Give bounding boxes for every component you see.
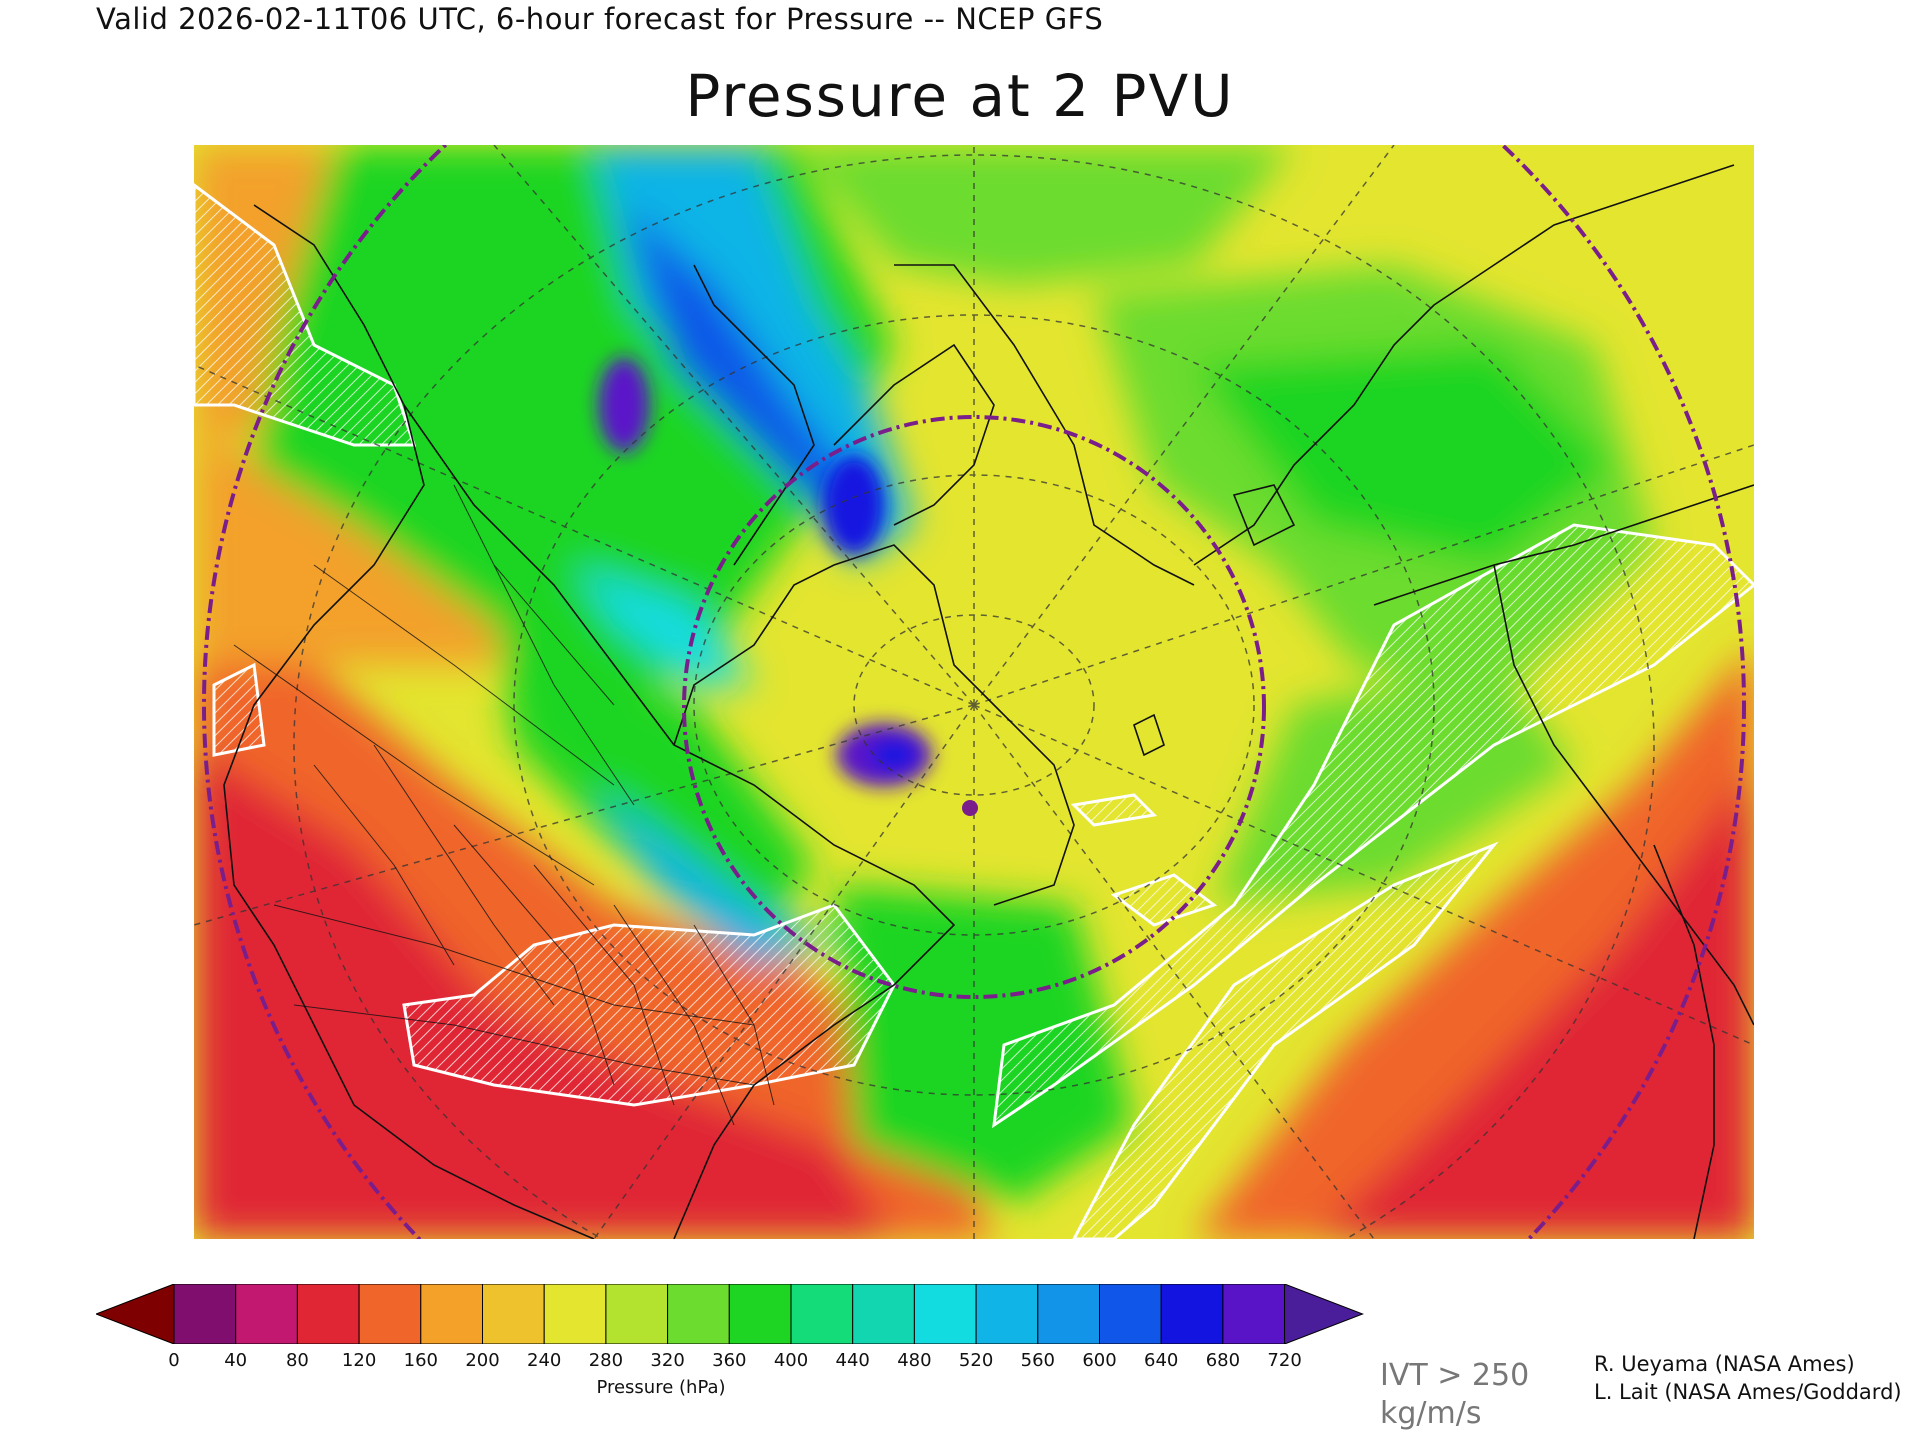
graticule [194, 145, 1754, 1239]
colorbar-under-triangle [96, 1284, 175, 1344]
colorbar-cell [420, 1284, 483, 1344]
colorbar-cell [1037, 1284, 1100, 1344]
marker-point [962, 800, 978, 816]
colorbar-cell [296, 1284, 360, 1344]
colorbar-tick-label: 600 [1082, 1350, 1117, 1371]
colorbar-tick-label: 680 [1205, 1350, 1241, 1371]
colorbar-cell [605, 1284, 669, 1344]
colorbar-tick-label: 160 [403, 1350, 438, 1371]
forecast-valid-line: Valid 2026-02-11T06 UTC, 6-hour forecast… [96, 2, 1104, 36]
colorbar-cell [543, 1284, 607, 1344]
colorbar-tick-label: 440 [835, 1350, 870, 1371]
colorbar-cell [173, 1284, 237, 1344]
pressure-map[interactable] [194, 145, 1754, 1239]
colorbar-tick-label: 720 [1267, 1350, 1302, 1371]
colorbar-cell [667, 1284, 730, 1344]
colorbar-cell [1222, 1284, 1286, 1344]
colorbar-cell [482, 1284, 545, 1344]
pressure-minima [598, 357, 932, 787]
colorbar-cell [913, 1284, 977, 1344]
credit-line-2: L. Lait (NASA Ames/Goddard) [1594, 1380, 1902, 1404]
colorbar-cell [790, 1284, 854, 1344]
colorbar-tick-label: 240 [527, 1350, 562, 1371]
colorbar [96, 1284, 1364, 1344]
colorbar-tick-label: 480 [897, 1350, 932, 1371]
colorbar-cell [1160, 1284, 1224, 1344]
colorbar-tick-label: 640 [1144, 1350, 1179, 1371]
colorbar-cell [235, 1284, 298, 1344]
colorbar-tick-label: 560 [1020, 1350, 1055, 1371]
colorbar-tick-label: 120 [341, 1350, 377, 1371]
map-canvas [194, 145, 1754, 1239]
colorbar-tick-label: 400 [773, 1350, 809, 1371]
colorbar-tick-label: 80 [285, 1350, 309, 1371]
admin-borders [233, 484, 775, 1126]
credit-line-1: R. Ueyama (NASA Ames) [1594, 1352, 1855, 1376]
map-title: Pressure at 2 PVU [685, 62, 1235, 130]
colorbar-tick-label: 320 [650, 1350, 685, 1371]
colorbar-cell [852, 1284, 915, 1344]
colorbar-tick-label: 280 [588, 1350, 624, 1371]
colorbar-tick-label: 40 [224, 1350, 248, 1371]
colorbar-cell [1099, 1284, 1162, 1344]
colorbar-cell [358, 1284, 422, 1344]
colorbar-tick-label: 200 [465, 1350, 500, 1371]
colorbar-cell [975, 1284, 1039, 1344]
colorbar-over-triangle [1284, 1284, 1364, 1344]
reference-circles [202, 145, 1746, 1239]
colorbar-label: Pressure (hPa) [596, 1377, 726, 1398]
ivt-legend-line2: kg/m/s [1380, 1396, 1482, 1431]
colorbar-tick-label: 360 [712, 1350, 747, 1371]
ivt-legend-line1: IVT > 250 [1380, 1358, 1530, 1393]
colorbar-cell [728, 1284, 792, 1344]
coastlines [223, 164, 1754, 1239]
colorbar-tick-label: 520 [958, 1350, 994, 1371]
colorbar-tick-label: 0 [168, 1350, 180, 1371]
